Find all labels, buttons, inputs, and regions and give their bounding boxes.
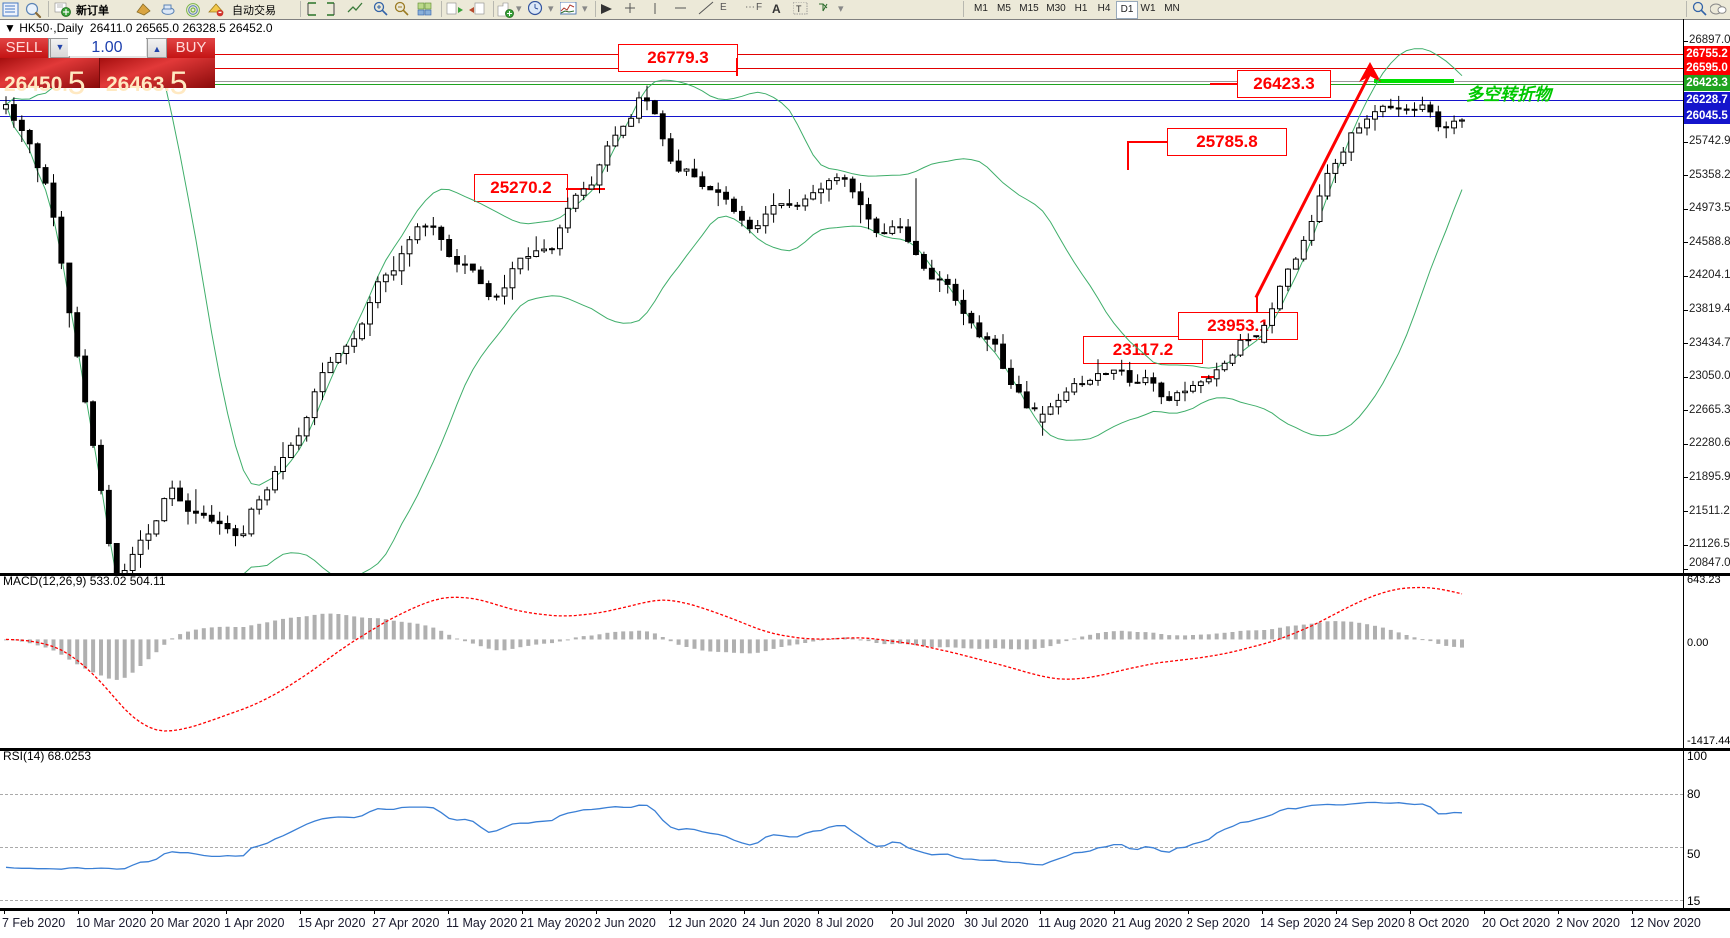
svg-text:T: T xyxy=(796,4,802,14)
